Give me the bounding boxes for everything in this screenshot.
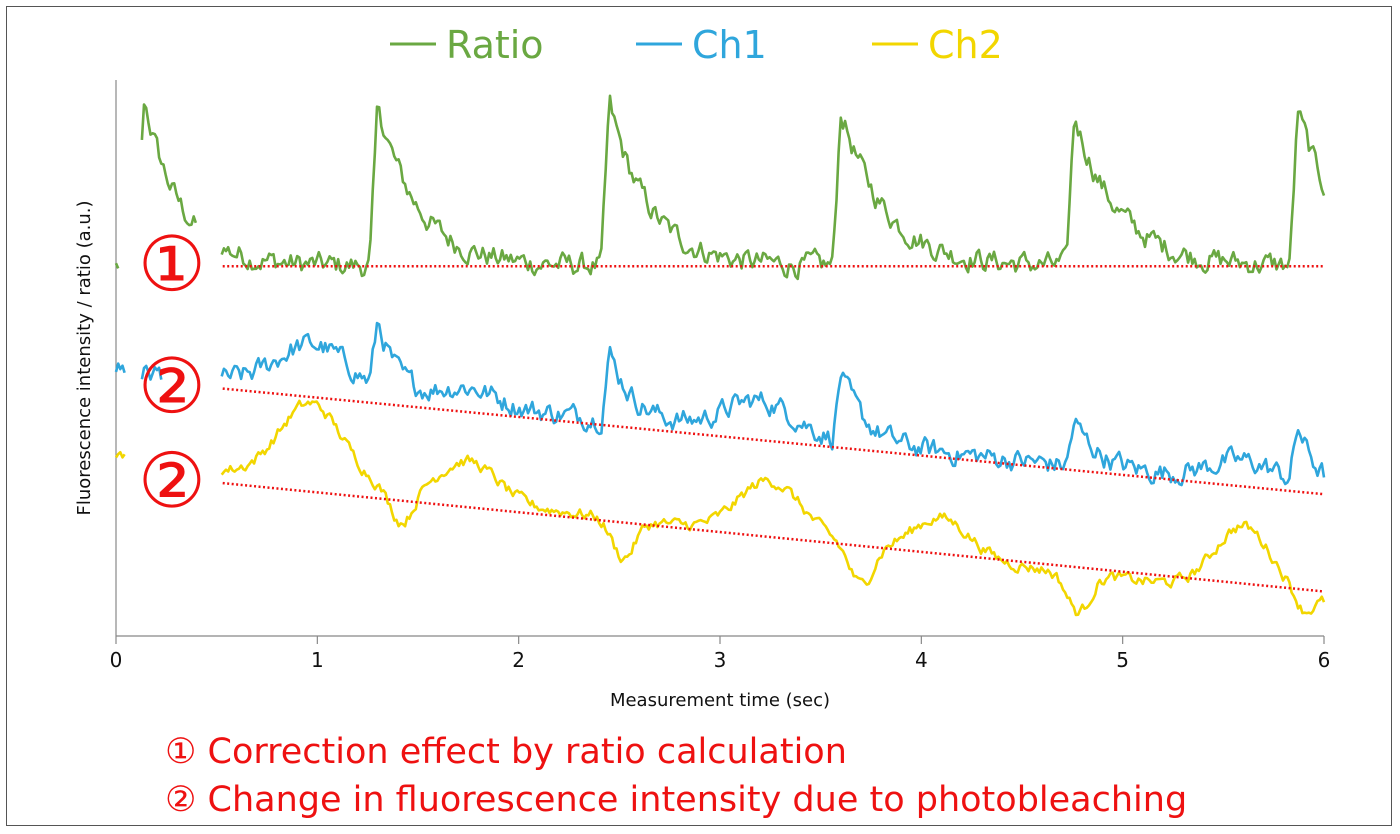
x-ticks: 0 1 2 3 4 5 6 <box>110 636 1331 672</box>
figure-frame <box>6 6 1392 826</box>
legend-label-ch1: Ch1 <box>692 23 767 67</box>
x-tick-label: 4 <box>915 648 928 672</box>
annotations: ① ②② <box>138 219 1325 593</box>
legend: Ratio Ch1 Ch2 <box>390 23 1003 67</box>
annotation-marker-3: ② <box>138 436 206 525</box>
annotation-marker-2: ② <box>138 342 206 431</box>
annotation-marker-1: ① <box>138 219 206 308</box>
series-line-ch2 <box>114 399 1326 617</box>
x-tick-label: 1 <box>311 648 324 672</box>
series-line-ratio <box>114 94 1326 281</box>
annotation-line-3 <box>222 481 1325 593</box>
caption-ratio-correction: ① Correction effect by ratio calculation <box>165 732 847 772</box>
series-group <box>114 94 1326 617</box>
series-line-ch1 <box>114 321 1326 487</box>
x-tick-label: 0 <box>110 648 123 672</box>
legend-label-ch2: Ch2 <box>928 23 1003 67</box>
legend-label-ratio: Ratio <box>446 23 544 67</box>
x-tick-label: 3 <box>714 648 727 672</box>
y-axis-label: Fluorescence intensity / ratio (a.u.) <box>74 201 95 516</box>
x-tick-label: 5 <box>1116 648 1129 672</box>
axes <box>115 80 1324 637</box>
x-tick-label: 6 <box>1318 648 1331 672</box>
annotation-line-2 <box>222 387 1325 496</box>
caption-photobleaching: ② Change in fluorescence intensity due t… <box>165 780 1188 820</box>
x-tick-label: 2 <box>512 648 525 672</box>
x-axis-label: Measurement time (sec) <box>610 690 830 711</box>
